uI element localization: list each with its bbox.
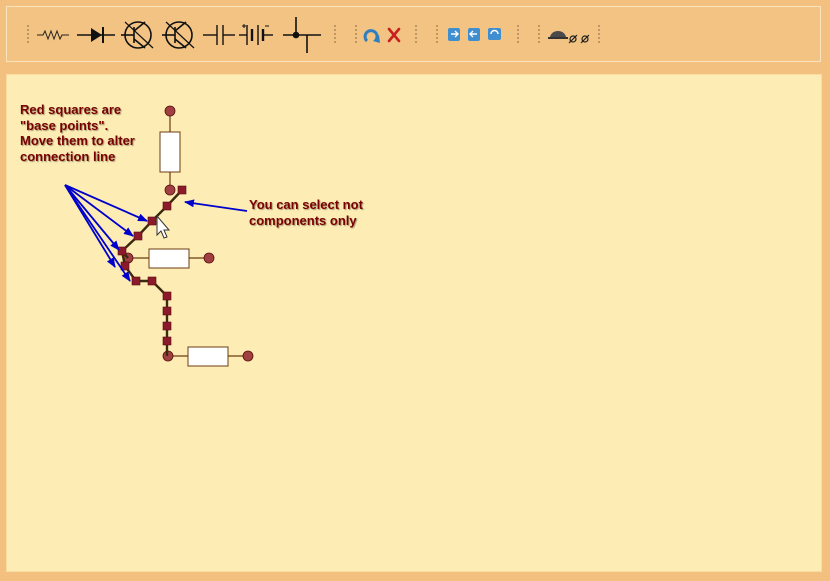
npn-transistor-tool-icon[interactable] — [121, 21, 154, 49]
base-point[interactable] — [162, 321, 172, 331]
annotation-arrow — [64, 184, 148, 222]
terminal-dot[interactable] — [164, 105, 176, 117]
undo-icon[interactable] — [448, 28, 460, 41]
base-point[interactable] — [177, 185, 187, 195]
battery-tool-icon[interactable] — [239, 24, 273, 45]
annotation-arrow — [64, 184, 131, 282]
zoom-icon[interactable] — [548, 31, 568, 39]
base-point[interactable] — [162, 336, 172, 346]
base-point[interactable] — [117, 246, 127, 256]
base-point[interactable] — [147, 276, 157, 286]
resistor-bottom[interactable] — [162, 346, 254, 367]
base-point[interactable] — [133, 231, 143, 241]
terminal-dot[interactable] — [203, 252, 215, 264]
annotation-arrow — [184, 199, 248, 212]
redo-icon[interactable] — [468, 28, 480, 41]
mouse-cursor-icon — [156, 214, 171, 239]
resistor-middle[interactable] — [122, 248, 215, 269]
drawing-canvas[interactable]: Red squares are "base points". Move them… — [6, 74, 822, 572]
annotation-select: You can select not components only — [249, 197, 363, 228]
pnp-transistor-tool-icon[interactable] — [162, 21, 195, 49]
rotate-icon[interactable] — [363, 29, 380, 43]
annotation-arrow — [64, 184, 134, 237]
settings-icon[interactable] — [568, 34, 590, 44]
toolbar — [6, 6, 821, 62]
annotation-base-points: Red squares are "base points". Move them… — [20, 102, 135, 164]
delete-icon[interactable] — [387, 27, 401, 43]
base-point[interactable] — [162, 291, 172, 301]
refresh-icon[interactable] — [488, 28, 501, 40]
diode-tool-icon[interactable] — [77, 27, 115, 43]
junction-tool-icon[interactable] — [283, 17, 321, 53]
terminal-dot[interactable] — [242, 350, 254, 362]
annotation-arrow — [64, 184, 120, 251]
resistor-top[interactable] — [159, 105, 181, 196]
base-point[interactable] — [162, 306, 172, 316]
terminal-dot[interactable] — [164, 184, 176, 196]
base-point[interactable] — [162, 201, 172, 211]
capacitor-tool-icon[interactable] — [203, 25, 235, 45]
resistor-tool-icon[interactable] — [37, 29, 69, 41]
base-point[interactable] — [147, 216, 157, 226]
base-point[interactable] — [120, 261, 130, 271]
base-point[interactable] — [131, 276, 141, 286]
